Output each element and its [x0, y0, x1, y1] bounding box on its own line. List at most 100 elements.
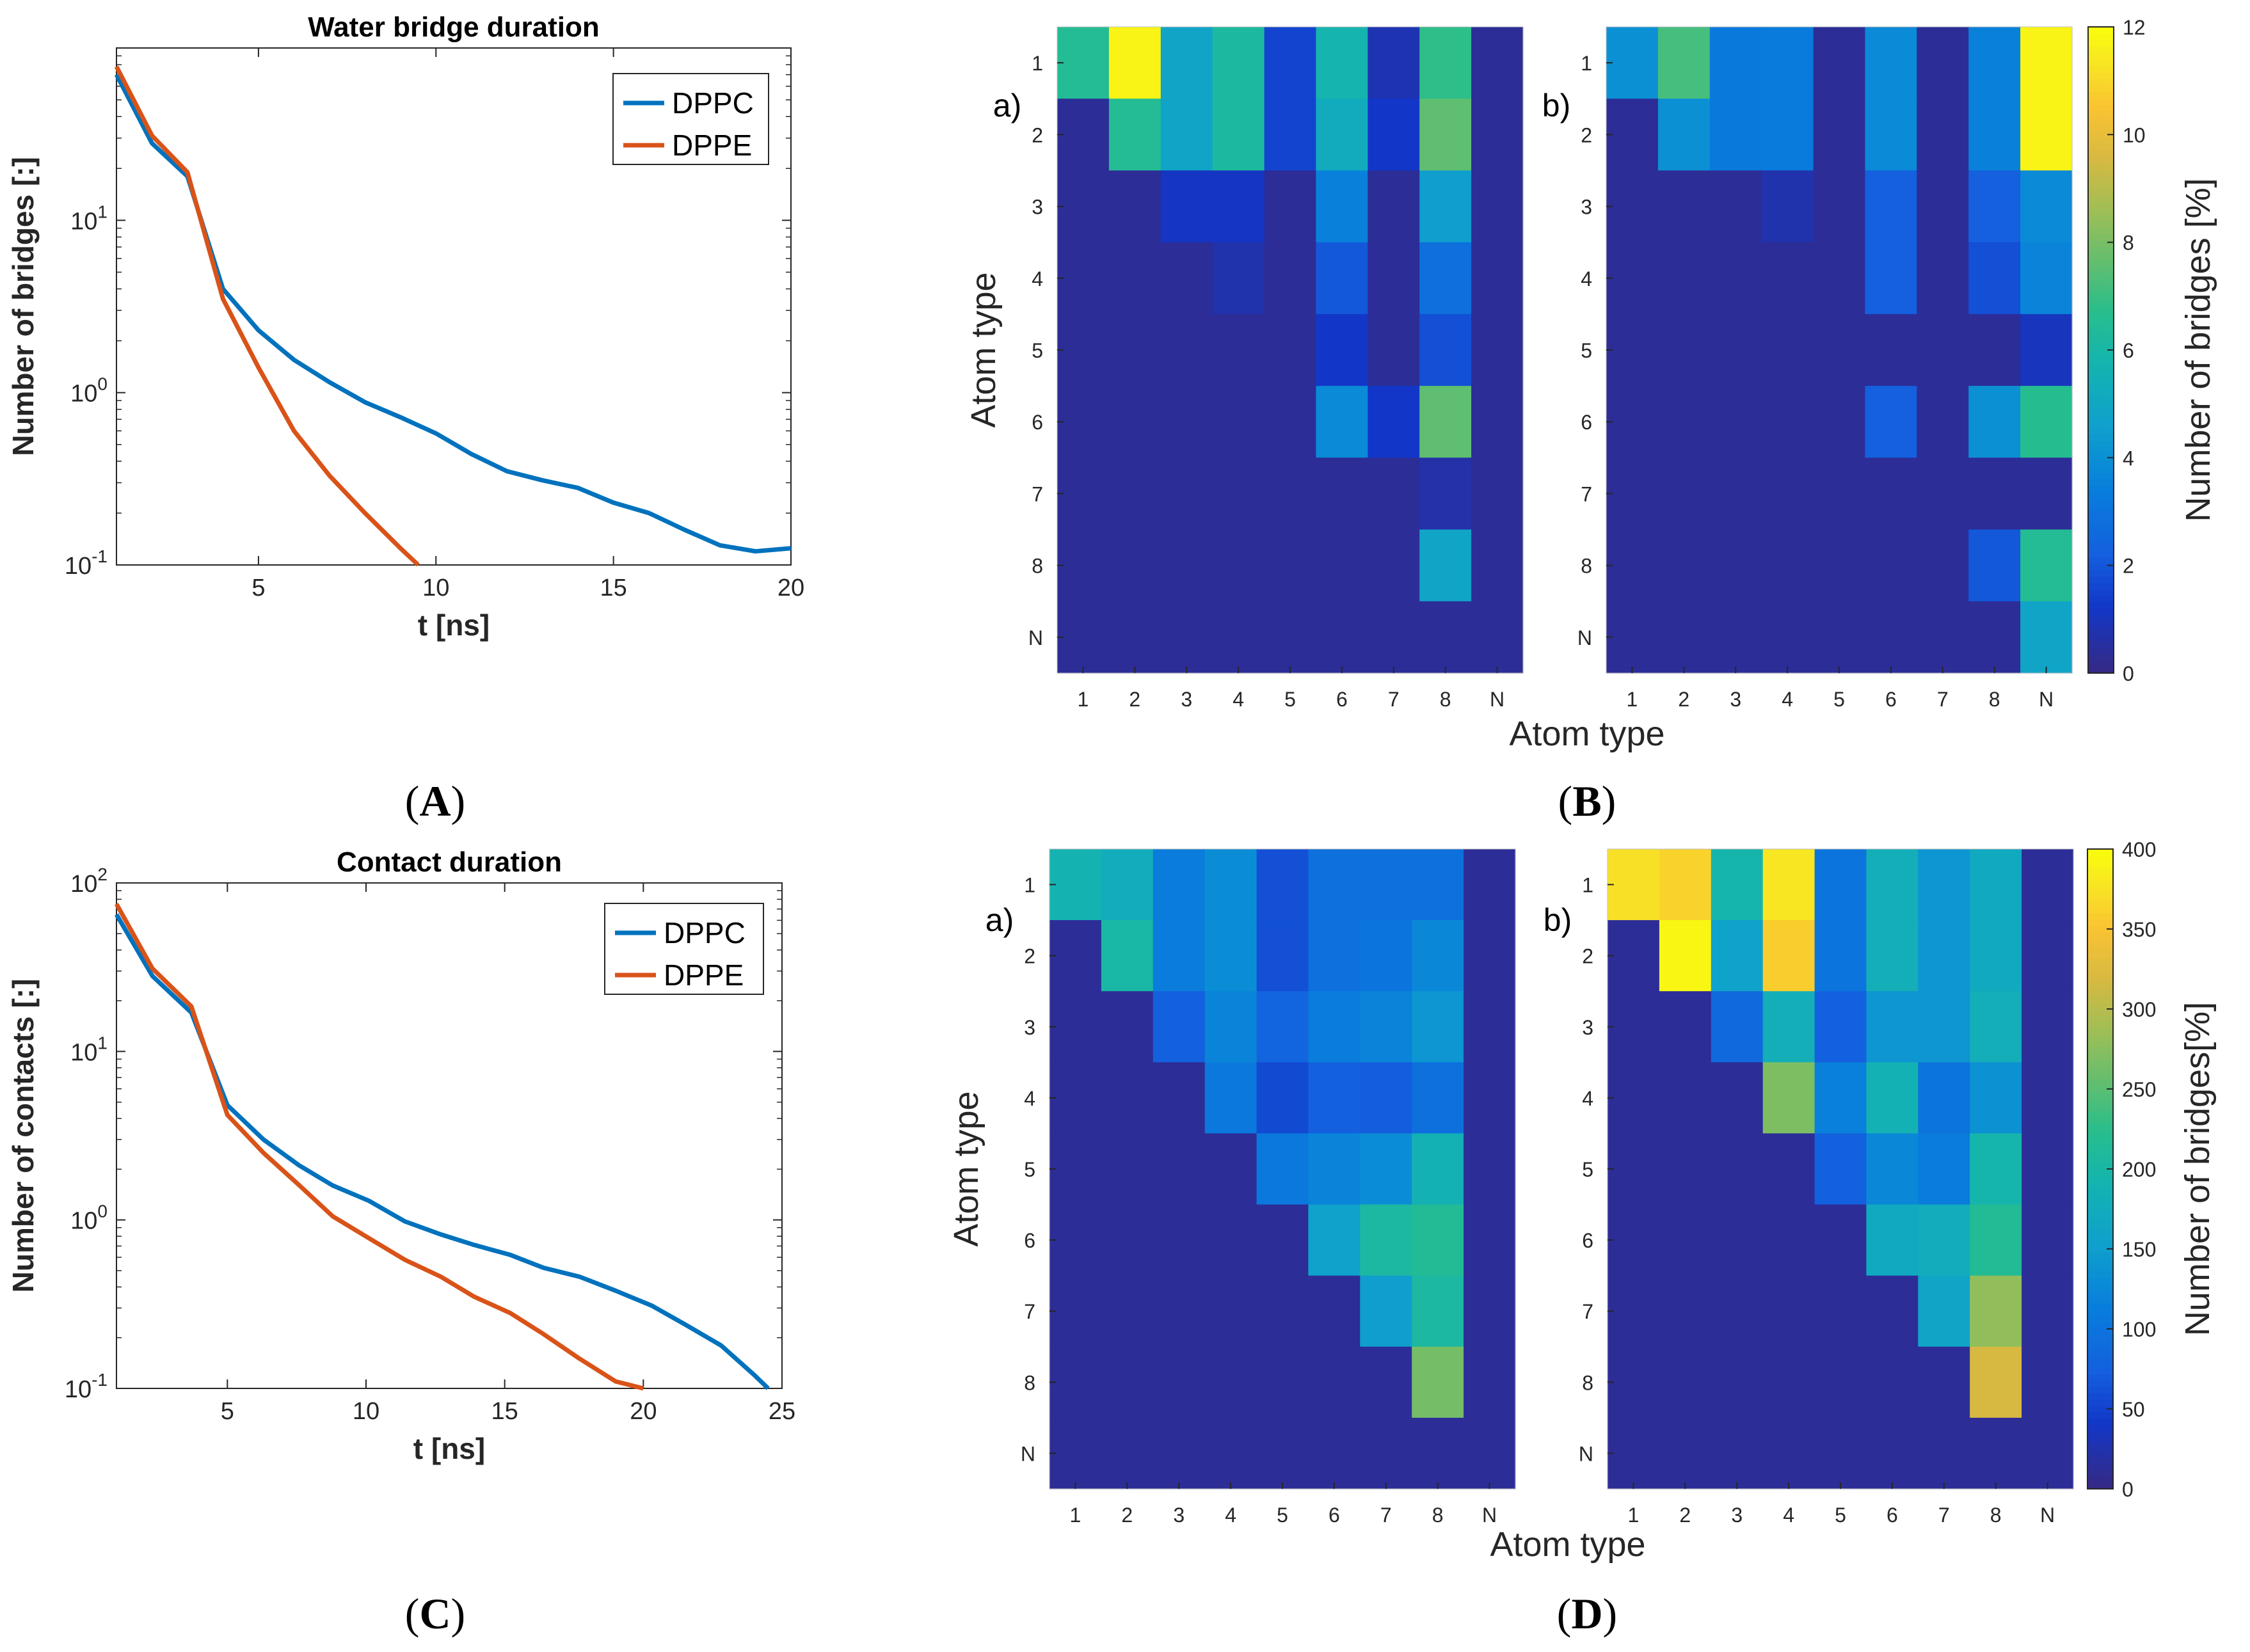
colorbar-segment: [2087, 1252, 2113, 1259]
heat-cell-0-6-2: [1153, 1275, 1206, 1347]
heat-cell-0-6-3: [1212, 457, 1265, 530]
heat-cell-1-3-4: [1813, 242, 1866, 315]
colorbar-segment: [2087, 1035, 2113, 1042]
heat-x-tick-label: 1: [1627, 688, 1638, 711]
colorbar-segment: [2088, 182, 2114, 189]
heat-cell-1-3-4: [1814, 1062, 1867, 1134]
colorbar-segment: [2088, 498, 2114, 506]
heat-y-tick-label: 4: [1581, 267, 1592, 290]
colorbar-segment: [2088, 84, 2114, 92]
heat-cell-1-1-8: [2020, 99, 2073, 171]
heat-cell-1-6-4: [1814, 1275, 1867, 1347]
heat-cell-1-0-8: [2020, 27, 2073, 99]
heat-x-tick-label: 5: [1835, 1504, 1846, 1527]
colorbar-segment: [2088, 356, 2114, 363]
heat-cell-1-3-6: [1917, 242, 1969, 315]
heatmap-bridges-D: 1 1 2 2 3 3 4 4 5 5 6 6 7 7 8 8 N Na) 1 1 2 2 3 3 4 4 5 5 6 6 7 7 8 8 N Nb)…: [947, 838, 2217, 1564]
heat-x-tick-label: 5: [1284, 688, 1296, 711]
y-tick-label: 100: [70, 374, 108, 408]
heat-y-tick-label: 6: [1024, 1229, 1035, 1252]
colorbar-segment: [2088, 440, 2114, 448]
colorbar-tick-label: 2: [2123, 555, 2134, 578]
colorbar-segment: [2088, 221, 2114, 228]
colorbar-segment: [2088, 324, 2114, 331]
colorbar-segment: [2088, 427, 2114, 435]
heat-y-tick-label: 7: [1581, 482, 1592, 505]
heat-cell-0-5-7: [1412, 1204, 1464, 1276]
heat-cell-0-1-5: [1308, 920, 1360, 992]
colorbar-segment: [2088, 544, 2114, 551]
heat-cell-0-1-6: [1360, 920, 1412, 992]
heat-cell-0-1-7: [1412, 920, 1464, 992]
heat-cell-0-8-5: [1316, 601, 1368, 674]
legend-box: [612, 73, 769, 165]
heat-cell-1-4-8: [2022, 1133, 2074, 1205]
heat-x-tick-label: N: [2040, 1504, 2055, 1527]
colorbar-tick-label: 12: [2123, 16, 2146, 39]
heat-cell-1-0-5: [1866, 849, 1919, 921]
x-tick-label: 5: [221, 1398, 234, 1425]
heat-cell-0-3-7: [1412, 1062, 1464, 1134]
heat-cell-1-6-3: [1761, 457, 1814, 530]
heat-cell-1-8-1: [1659, 1417, 1712, 1489]
heat-cell-1-0-4: [1814, 849, 1867, 921]
heat-cell-0-6-8: [1464, 1275, 1516, 1347]
colorbar-segment: [2087, 1367, 2113, 1374]
colorbar-segment: [2088, 278, 2114, 286]
colorbar-segment: [2088, 175, 2114, 183]
colorbar-segment: [2088, 46, 2114, 54]
heat-cell-0-0-1: [1101, 849, 1154, 921]
colorbar-segment: [2087, 855, 2113, 862]
colorbar-segment: [2088, 634, 2114, 642]
heat-cell-0-1-7: [1419, 99, 1472, 171]
colorbar-segment: [2087, 900, 2113, 907]
colorbar-segment: [2087, 1463, 2113, 1470]
heat-cell-1-1-7: [1970, 920, 2022, 992]
heat-cell-0-8-4: [1264, 601, 1317, 674]
heat-cell-0-6-5: [1316, 457, 1368, 530]
heat-cell-1-4-5: [1866, 1133, 1919, 1205]
heat-cell-0-4-5: [1316, 314, 1368, 386]
heat-x-tick-label: 6: [1887, 1504, 1898, 1527]
heat-cell-1-6-7: [1968, 457, 2021, 530]
heat-cell-1-8-0: [1606, 601, 1659, 674]
heat-cell-0-7-4: [1264, 529, 1317, 602]
heat-cell-0-7-7: [1412, 1346, 1464, 1418]
heat-y-tick-label: N: [1579, 1442, 1593, 1465]
colorbar-segment: [2087, 849, 2113, 856]
heat-y-tick-label: N: [1021, 1442, 1035, 1465]
panel-label: a): [985, 902, 1014, 938]
heat-cell-0-1-4: [1256, 920, 1309, 992]
heat-cell-1-7-8: [2020, 529, 2073, 602]
colorbar-segment: [2088, 376, 2114, 383]
colorbar-segment: [2087, 1412, 2113, 1419]
heat-cell-0-3-4: [1256, 1062, 1309, 1134]
colorbar-segment: [2088, 563, 2114, 571]
heat-cell-0-3-6: [1360, 1062, 1412, 1134]
colorbar-segment: [2088, 311, 2114, 319]
heat-cell-0-8-3: [1212, 601, 1265, 674]
heat-y-tick-label: 7: [1024, 1300, 1035, 1323]
colorbar-segment: [2088, 557, 2114, 564]
panel-label: b): [1544, 902, 1572, 938]
colorbar-tick-label: 400: [2122, 838, 2156, 861]
heat-cell-1-7-0: [1606, 529, 1659, 602]
heat-cell-0-2-0: [1049, 991, 1102, 1063]
heat-cell-0-2-6: [1368, 170, 1420, 243]
heat-cell-0-7-1: [1101, 1346, 1154, 1418]
heat-cell-1-6-2: [1709, 457, 1762, 530]
colorbar-segment: [2087, 977, 2113, 984]
heat-y-tick-label: 5: [1581, 339, 1592, 362]
colorbar-segment: [2088, 305, 2114, 312]
colorbar-segment: [2088, 582, 2114, 590]
heat-cell-0-6-5: [1308, 1275, 1360, 1347]
colorbar-segment: [2087, 1143, 2113, 1150]
heat-x-tick-label: 5: [1277, 1504, 1288, 1527]
heat-cell-0-4-8: [1471, 314, 1524, 386]
colorbar-segment: [2087, 1163, 2113, 1170]
colorbar-segment: [2088, 421, 2114, 428]
heat-cell-1-1-7: [1968, 99, 2021, 171]
heat-cell-0-0-8: [1471, 27, 1524, 99]
colorbar-segment: [2088, 505, 2114, 512]
heat-x-tick-label: 1: [1628, 1504, 1640, 1527]
